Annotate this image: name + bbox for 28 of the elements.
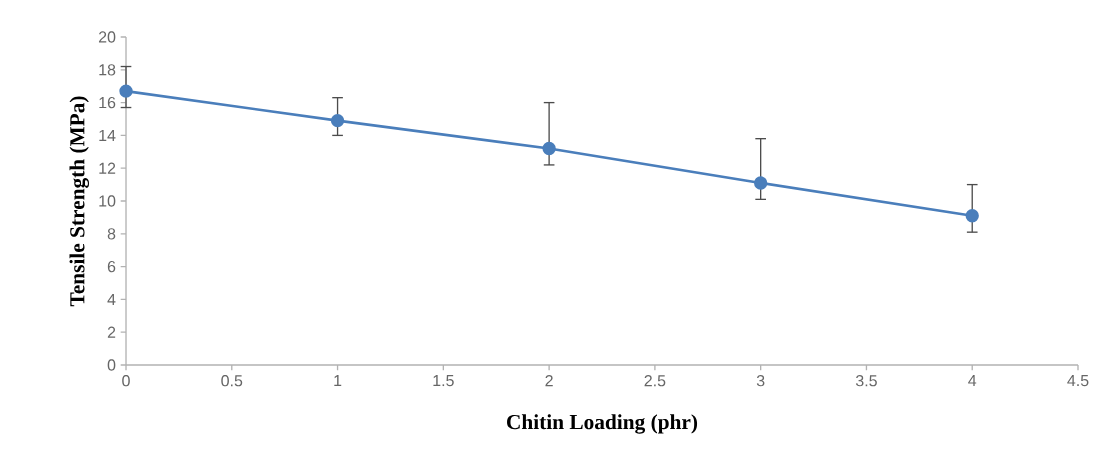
y-tick-label: 0	[107, 359, 116, 371]
point	[119, 84, 133, 98]
y-tick-label: 4	[107, 293, 116, 305]
x-tick-label: 2	[545, 375, 553, 387]
x-tick-label: 1.5	[433, 375, 454, 387]
y-tick-label: 8	[107, 228, 116, 240]
point	[754, 176, 768, 190]
point	[330, 113, 345, 128]
y-tick-label: 14	[99, 129, 116, 141]
y-axis-title: Tensile Strength (MPa)	[69, 96, 90, 307]
y-tick-label: 20	[98, 31, 116, 43]
x-tick-label: 2.5	[644, 375, 666, 387]
y-tick-label: 6	[107, 260, 116, 273]
y-tick-label: 18	[99, 64, 116, 76]
x-tick-label: 3.5	[855, 375, 877, 387]
x-tick-label: 0.5	[221, 375, 243, 387]
x-tick-label: 4	[968, 375, 977, 387]
x-axis-title: Chitin Loading (phr)	[507, 414, 698, 434]
y-tick-label: 16	[99, 96, 116, 109]
x-tick-label: 0	[122, 375, 130, 387]
y-tick-label: 2	[107, 326, 116, 338]
x-tick-label: 1	[334, 375, 342, 387]
point	[965, 209, 979, 223]
x-tick-label: 3	[756, 375, 765, 387]
y-tick-label: 10	[99, 195, 116, 207]
point	[542, 141, 556, 156]
y-tick-label: 12	[99, 162, 116, 174]
x-tick-label: 4.5	[1067, 375, 1089, 387]
